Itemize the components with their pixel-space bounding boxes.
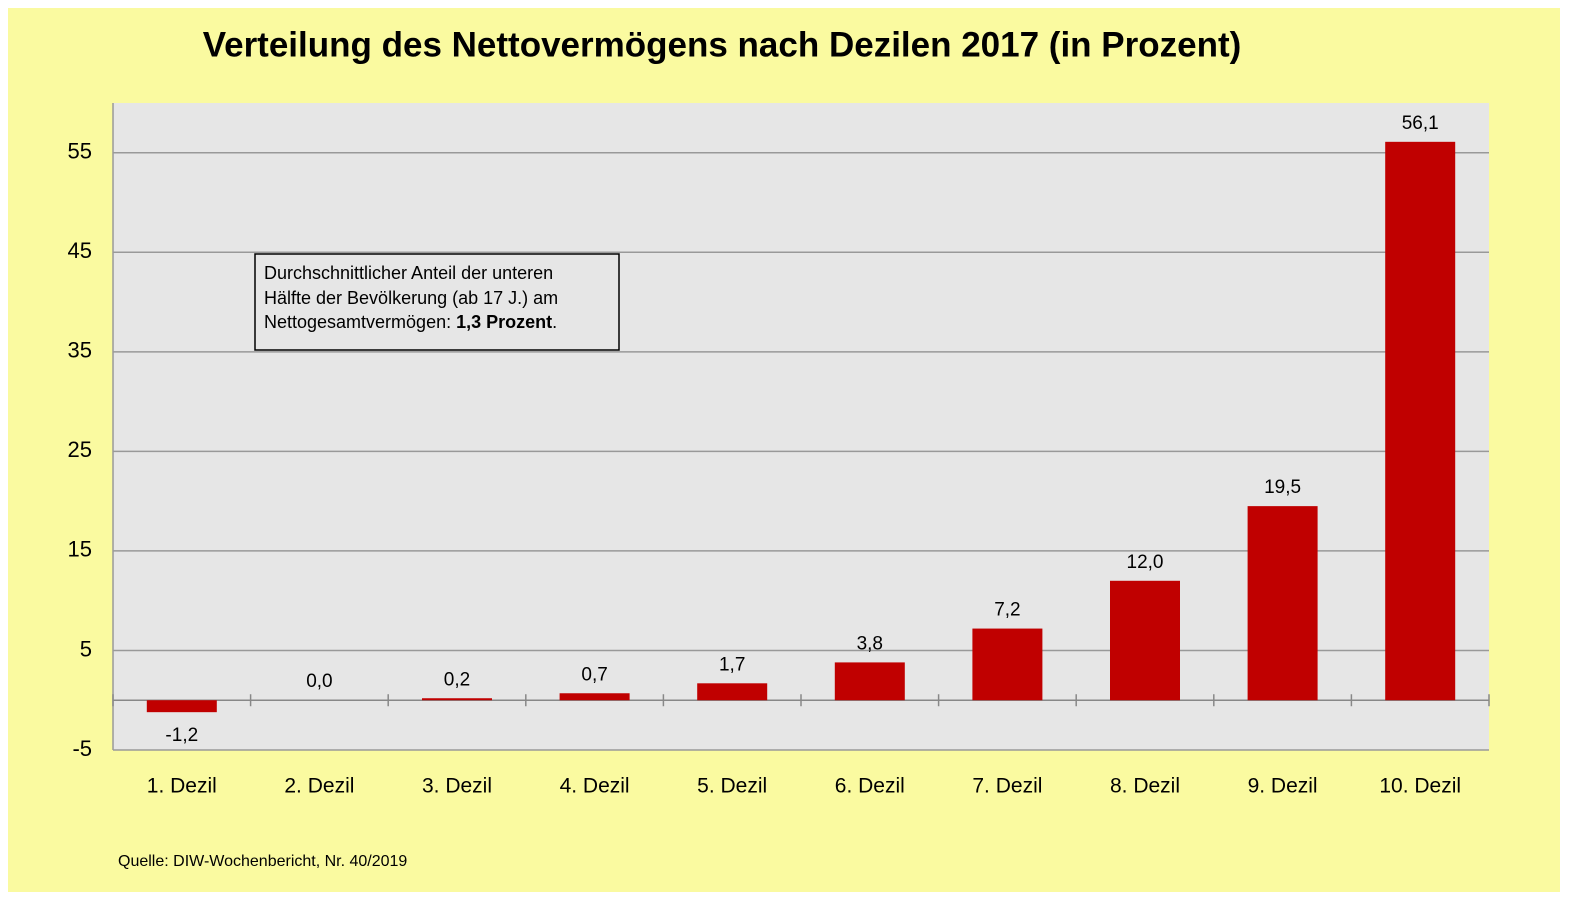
x-tick-label: 6. Dezil [835,775,905,798]
marks: 1. Dezil -1,2 2. Dezil 0,0 3. Dezil 0,2 4. Dez… [147,113,1461,798]
annotation-line: Durchschnittlicher Anteil der unteren [264,263,553,283]
bar [1385,141,1456,701]
value-label: -1,2 [165,725,198,746]
y-tick-label: -5 [72,736,92,761]
x-tick-label: 2. Dezil [284,775,354,798]
source: Quelle: DIW-Wochenbericht, Nr. 40/2019 [118,853,407,870]
chart-title: Verteilung des Nettovermögens nach Dezil… [203,25,1242,64]
x-tick-label: 1. Dezil [147,775,217,798]
x-tick-label: 8. Dezil [1110,775,1180,798]
value-label: 19,5 [1264,477,1301,498]
bar [146,700,217,713]
x-tick-label: 10. Dezil [1379,775,1461,798]
annotation-box [254,253,620,351]
bar [422,698,492,701]
x-tick-label: 7. Dezil [972,775,1042,798]
x-tick-label: 4. Dezil [560,775,630,798]
annotation-emphasis: 1,3 Prozent [456,312,552,332]
value-label: 12,0 [1127,552,1164,573]
value-label: 3,8 [857,633,883,654]
annotation-text: Nettogesamtvermögen: [264,312,456,332]
y-tick-label: 55 [68,139,92,164]
x-tick-label: 5. Dezil [697,775,767,798]
annotation-line: Hälfte der Bevölkerung (ab 17 J.) am [264,288,558,308]
bar [1110,580,1180,701]
value-label: 0,0 [306,671,332,692]
bar [834,662,905,701]
bar [697,683,768,701]
x-tick-label: 9. Dezil [1248,775,1318,798]
y-tick-label: 15 [68,537,92,562]
bar [972,628,1043,701]
value-label: 1,7 [719,654,745,675]
bar [1247,506,1318,701]
x-tick-label: 3. Dezil [422,775,492,798]
value-label: 0,2 [444,669,470,690]
value-label: 7,2 [994,600,1020,621]
y-tick-label: 5 [80,636,92,661]
y-tick-label: 45 [68,238,92,263]
annotation-line: Nettogesamtvermögen: 1,3 Prozent. [264,312,557,332]
y-tick-label: 35 [68,338,92,363]
value-label: 56,1 [1402,113,1439,134]
bar [559,693,630,701]
value-label: 0,7 [581,664,607,685]
annotation-end: . [552,312,557,332]
y-tick-label: 25 [68,437,92,462]
